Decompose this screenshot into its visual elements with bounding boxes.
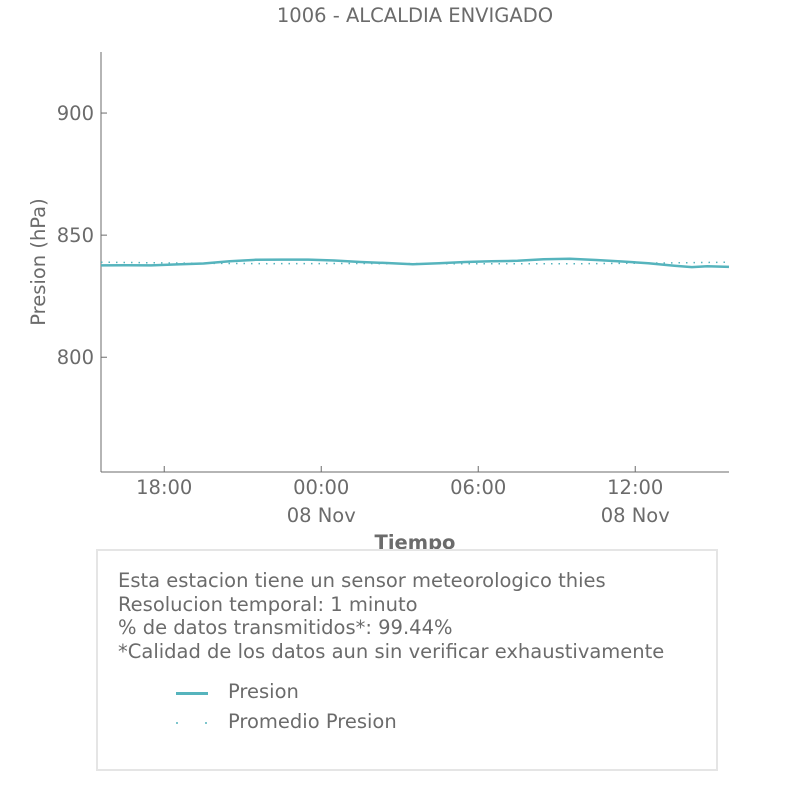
info-line-quality: *Calidad de los datos aun sin verificar …: [118, 639, 665, 663]
y-tick-label: 800: [57, 346, 94, 369]
y-tick-label: 850: [57, 224, 94, 247]
info-line-resolution: Resolucion temporal: 1 minuto: [118, 592, 418, 616]
series-line-presion: [100, 257, 730, 269]
chart-axes: [100, 52, 729, 473]
legend-label-promedio: Promedio Presion: [228, 710, 397, 733]
x-axis-label: Tiempo: [375, 531, 456, 554]
y-tick-label: 900: [57, 102, 94, 125]
station-info: Esta estacion tiene un sensor meteorolog…: [118, 569, 664, 663]
x-ticks: 18:00 00:00 08 Nov 06:00 12:00 08 Nov: [136, 466, 670, 527]
chart-title: 1006 - ALCALDIA ENVIGADO: [277, 4, 553, 27]
x-tick-label: 12:00: [607, 476, 663, 499]
series-group: [100, 257, 730, 269]
x-tick-date-label: 08 Nov: [601, 504, 670, 527]
x-tick-label: 06:00: [450, 476, 506, 499]
x-tick-date-label: 08 Nov: [287, 504, 356, 527]
info-line-transmitted: % de datos transmitidos*: 99.44%: [118, 616, 453, 639]
info-line-sensor: Esta estacion tiene un sensor meteorolog…: [118, 569, 606, 592]
y-ticks: 800 850 900: [57, 102, 107, 369]
x-tick-label: 18:00: [136, 476, 192, 499]
y-axis-label: Presion (hPa): [27, 198, 50, 325]
info-box: Esta estacion tiene un sensor meteorolog…: [96, 549, 718, 771]
legend-solid-line-icon: [176, 692, 208, 695]
pressure-chart: 1006 - ALCALDIA ENVIGADO 800 850 900 18:00…: [27, 4, 730, 554]
legend-label-presion: Presion: [228, 680, 299, 703]
x-tick-label: 00:00: [293, 476, 349, 499]
